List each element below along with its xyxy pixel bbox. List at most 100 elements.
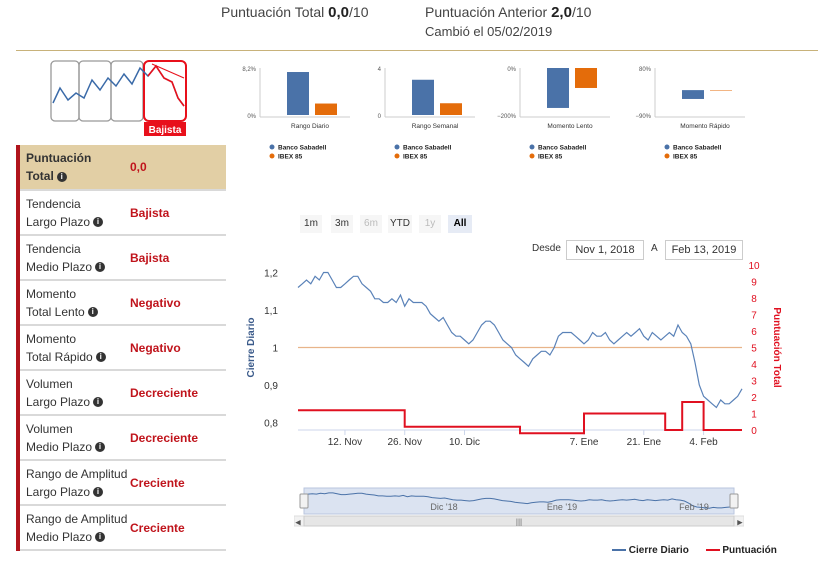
- score-row-label: Volumen Largo Plazo i: [16, 370, 130, 416]
- navigator-window[interactable]: [303, 487, 735, 515]
- changed-date: Cambió el 05/02/2019: [425, 24, 553, 39]
- legend-line-blue: [612, 549, 626, 552]
- info-icon[interactable]: i: [93, 487, 104, 498]
- score-row-value: Decreciente: [130, 415, 226, 461]
- y2-tick-label: 0: [751, 426, 757, 437]
- legend-puntuacion[interactable]: Puntuación: [722, 545, 777, 556]
- score-label-line2: Total Lento: [26, 304, 85, 319]
- series-puntuacion[interactable]: [298, 401, 742, 435]
- mini-bar[interactable]: [287, 72, 309, 115]
- main-chart: 1,2 1,1 1 0,9 0,8 10 9 8 7 6 5 4 3 2 1 0 Cierre Diario Pu…: [230, 255, 790, 455]
- score-row-value: Negativo: [130, 325, 226, 371]
- navigator[interactable]: Dic '18 Ene '19 Feb '19 ||| ◀ ▶: [293, 486, 745, 530]
- range-3m-button[interactable]: 3m: [331, 215, 353, 233]
- mini-legend-label: Banco Sabadell: [673, 145, 722, 152]
- navigator-svg: Dic '18 Ene '19 Feb '19 ||| ◀ ▶: [293, 487, 745, 527]
- x-tick-label: 12. Nov: [328, 437, 362, 448]
- mini-legend-label: Banco Sabadell: [278, 145, 327, 152]
- info-icon[interactable]: i: [87, 307, 98, 318]
- score-label-line1: Momento: [26, 331, 77, 346]
- range-6m-button[interactable]: 6m: [360, 215, 382, 233]
- navigator-series: [303, 492, 735, 509]
- mini-legend-label: Banco Sabadell: [538, 145, 587, 152]
- score-row-label: Tendencia Largo Plazo i: [16, 190, 130, 236]
- score-row: Tendencia Largo Plazo i Bajista: [16, 190, 226, 236]
- mini-legend-marker: [394, 153, 400, 159]
- navigator-handle[interactable]: [299, 493, 309, 509]
- mini-bar[interactable]: [547, 68, 569, 108]
- info-icon[interactable]: i: [95, 532, 106, 543]
- to-label: A: [651, 243, 658, 254]
- score-label-line1: Volumen: [26, 376, 73, 391]
- y2-tick-label: 5: [751, 344, 757, 355]
- info-icon[interactable]: i: [95, 262, 106, 273]
- mini-legend-marker: [269, 153, 275, 159]
- current-score-label: Puntuación Total: [221, 4, 325, 20]
- info-icon[interactable]: i: [56, 171, 67, 182]
- mini-bar[interactable]: [682, 90, 704, 99]
- mini-bar[interactable]: [710, 90, 732, 91]
- mini-bar[interactable]: [575, 68, 597, 88]
- series-cierre-diario[interactable]: [297, 271, 743, 409]
- score-row-value: Bajista: [130, 190, 226, 236]
- score-label-line2: Medio Plazo: [26, 439, 93, 454]
- score-row: Rango de Amplitud Largo Plazo i Creciente: [16, 460, 226, 506]
- score-label-line1: Tendencia: [26, 196, 81, 211]
- score-row-value: Creciente: [130, 505, 226, 551]
- y2-tick-label: 6: [751, 327, 757, 338]
- y-axis-title: Cierre Diario: [246, 317, 257, 377]
- current-score-max: /10: [349, 4, 369, 20]
- score-label-line2: Largo Plazo: [26, 484, 91, 499]
- y2-tick-label: 7: [751, 311, 757, 322]
- score-row-value: 0,0: [130, 145, 226, 191]
- x-tick-label: 26. Nov: [387, 437, 421, 448]
- mini-legend-marker: [529, 144, 535, 150]
- to-date-input[interactable]: Feb 13, 2019: [665, 240, 743, 260]
- y2-tick-label: 10: [748, 261, 760, 272]
- y2-tick-label: 1: [751, 410, 757, 421]
- from-date-input[interactable]: Nov 1, 2018: [566, 240, 644, 260]
- scroll-left-icon[interactable]: ◀: [295, 520, 301, 527]
- mini-charts: 8,2% 0% Rango Diario Banco Sabadell IBEX 85 4…: [230, 60, 818, 175]
- previous-score-label: Puntuación Anterior: [425, 4, 548, 20]
- current-score-value: 0,0: [328, 4, 350, 21]
- mini-legend-label: IBEX 85: [673, 154, 698, 161]
- previous-score: Puntuación Anterior 2,0/10: [425, 4, 591, 21]
- legend-cierre[interactable]: Cierre Diario: [628, 545, 689, 556]
- mini-ytick-bottom: 0: [378, 114, 382, 120]
- navigator-label: Dic '18: [430, 502, 457, 512]
- scrollbar-thumb[interactable]: [303, 515, 735, 527]
- mini-bar[interactable]: [412, 79, 434, 115]
- info-icon[interactable]: i: [95, 352, 106, 363]
- score-label-line2: Total: [26, 169, 54, 183]
- mini-legend-marker: [529, 153, 535, 159]
- trend-chart-icon: Bajista: [50, 60, 187, 136]
- score-label-line2: Largo Plazo: [26, 214, 91, 229]
- navigator-handle[interactable]: [729, 493, 739, 509]
- score-label-line2: Medio Plazo: [26, 529, 93, 544]
- scroll-right-icon[interactable]: ▶: [737, 520, 743, 527]
- score-label-line1: Tendencia: [26, 241, 81, 256]
- range-1m-button[interactable]: 1m: [300, 215, 322, 233]
- score-row-label: Rango de Amplitud Largo Plazo i: [16, 460, 130, 506]
- x-tick-label: 7. Ene: [570, 437, 599, 448]
- mini-bar[interactable]: [315, 103, 337, 115]
- mini-legend-label: IBEX 85: [538, 154, 563, 161]
- scrollbar-grip-icon: |||: [516, 518, 522, 527]
- score-label-line2: Medio Plazo: [26, 259, 93, 274]
- y2-tick-label: 3: [751, 377, 757, 388]
- mini-bar-charts: 8,2% 0% Rango Diario Banco Sabadell IBEX 85 4…: [242, 67, 745, 161]
- score-label-line1: Rango de Amplitud: [26, 511, 128, 526]
- x-tick-label: 10. Dic: [449, 437, 480, 448]
- range-ytd-button[interactable]: YTD: [388, 215, 412, 233]
- range-1y-button[interactable]: 1y: [419, 215, 441, 233]
- range-all-button[interactable]: All: [448, 215, 472, 233]
- mini-bar[interactable]: [440, 103, 462, 115]
- info-icon[interactable]: i: [95, 442, 106, 453]
- mini-chart-title: Momento Lento: [547, 123, 593, 130]
- info-icon[interactable]: i: [93, 397, 104, 408]
- score-label-line1: Puntuación: [26, 151, 92, 165]
- info-icon[interactable]: i: [93, 217, 104, 228]
- y-tick-label: 1: [272, 344, 278, 355]
- mini-legend-marker: [664, 153, 670, 159]
